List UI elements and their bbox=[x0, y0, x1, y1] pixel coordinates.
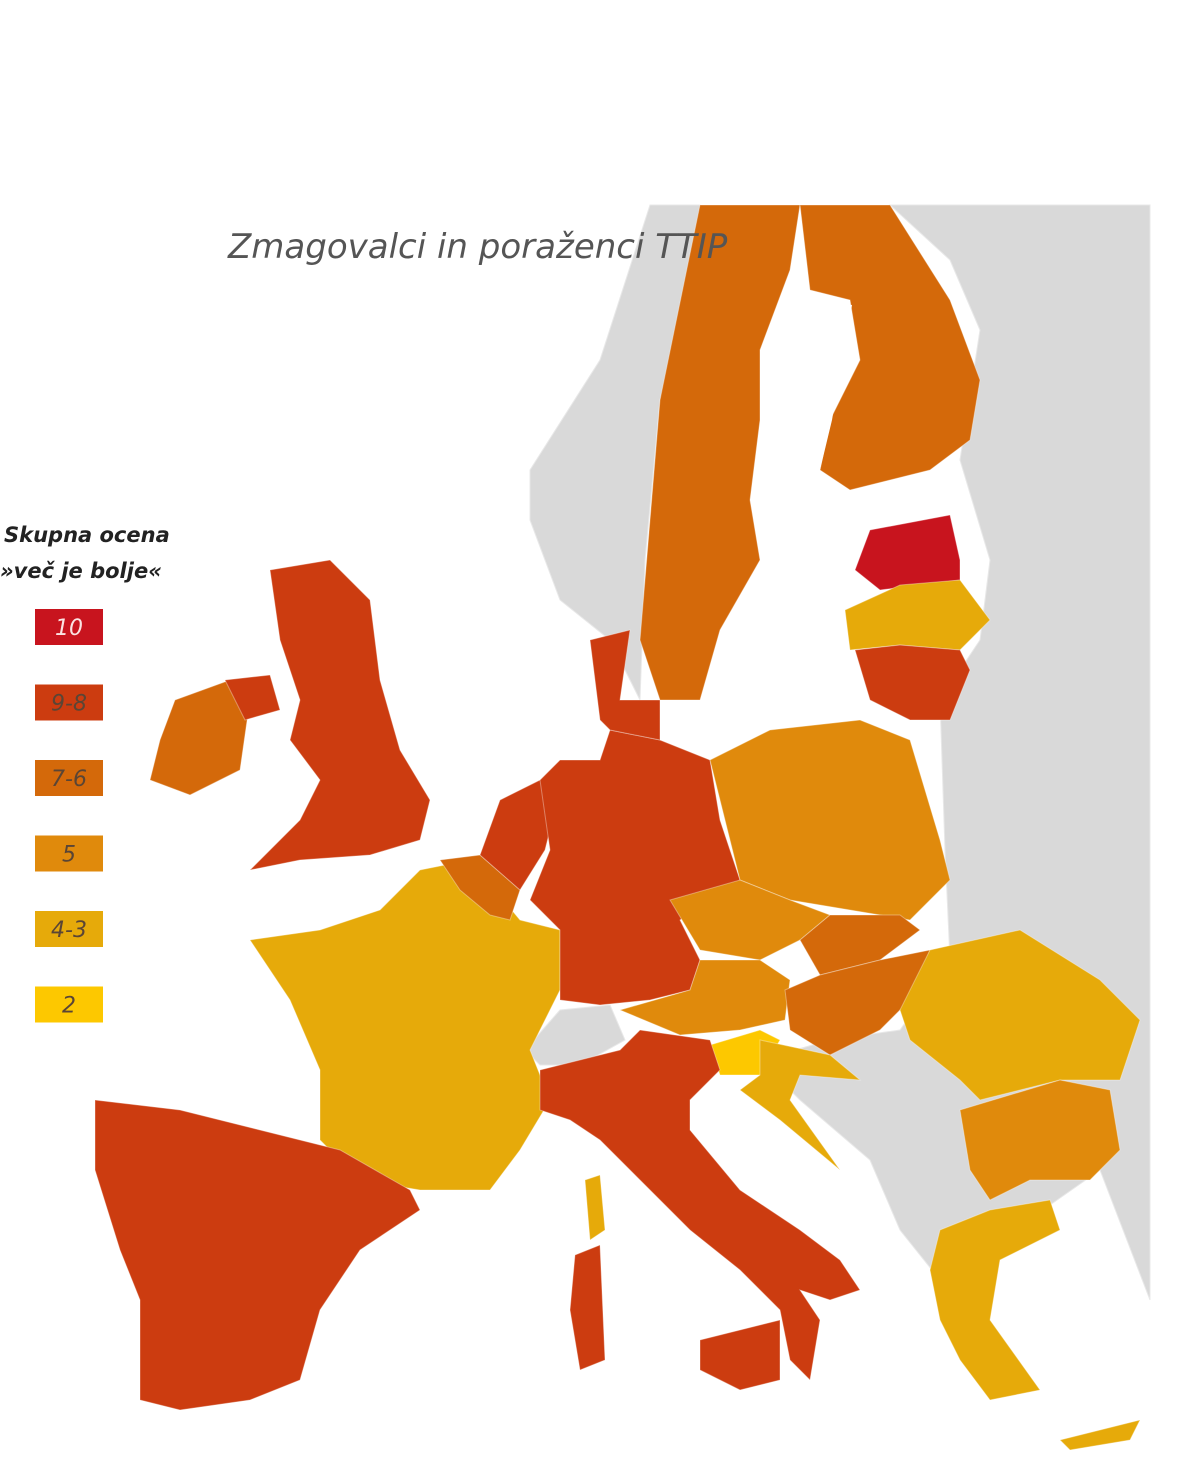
legend-label: 10 bbox=[55, 616, 83, 641]
lithuania bbox=[854, 644, 971, 721]
legend-swatch bbox=[35, 609, 103, 645]
legend-label: 4-3 bbox=[51, 918, 87, 943]
northern-ireland bbox=[224, 674, 281, 721]
legend-swatch bbox=[35, 760, 103, 796]
legend-label: 2 bbox=[62, 994, 76, 1019]
land bbox=[524, 1004, 626, 1066]
corsica bbox=[584, 1174, 606, 1241]
countries bbox=[94, 204, 1141, 1451]
united-kingdom bbox=[248, 559, 431, 871]
austria bbox=[618, 959, 791, 1036]
croatia bbox=[739, 1039, 862, 1171]
legend-swatch bbox=[35, 986, 103, 1023]
legend-swatch bbox=[35, 684, 103, 721]
sardinia bbox=[569, 1244, 606, 1371]
france bbox=[249, 859, 561, 1191]
estonia bbox=[854, 514, 961, 591]
legend: 10 9-8 7-6 5 4-3 2 bbox=[35, 609, 103, 1023]
land bbox=[529, 204, 701, 701]
legend-title: »več je bolje« bbox=[0, 559, 162, 583]
germany bbox=[529, 729, 741, 1006]
latvia bbox=[844, 579, 991, 651]
denmark bbox=[589, 629, 661, 741]
map-title: Zmagovalci in poraženci TTIP bbox=[227, 227, 728, 267]
legend-label: 9-8 bbox=[51, 692, 87, 717]
poland bbox=[709, 719, 951, 921]
spain-portugal bbox=[94, 1099, 421, 1411]
greece bbox=[929, 1199, 1061, 1401]
gulf-of-bothnia bbox=[765, 300, 852, 500]
legend-swatch bbox=[35, 911, 103, 947]
sweden bbox=[639, 204, 801, 701]
italy bbox=[539, 1029, 861, 1382]
legend-swatch bbox=[35, 835, 103, 872]
legend-label: 7-6 bbox=[51, 767, 87, 792]
finland bbox=[799, 204, 981, 491]
legend-label: 5 bbox=[62, 843, 76, 868]
bulgaria bbox=[959, 1079, 1121, 1201]
legend-title: Skupna ocena bbox=[4, 523, 170, 547]
sicily bbox=[699, 1319, 781, 1391]
crete bbox=[1059, 1419, 1141, 1451]
